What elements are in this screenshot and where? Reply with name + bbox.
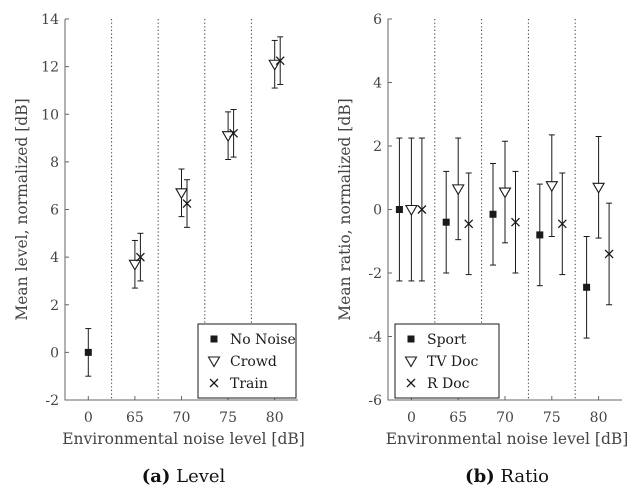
data-point bbox=[135, 252, 145, 262]
figure-caption: (b) Ratio bbox=[465, 466, 549, 487]
x-tick-label: 80 bbox=[266, 410, 284, 426]
data-point bbox=[442, 218, 450, 226]
legend-label: TV Doc bbox=[427, 354, 479, 370]
data-point bbox=[451, 184, 465, 196]
y-tick-label: 2 bbox=[373, 139, 382, 155]
series-no-noise bbox=[84, 328, 92, 377]
legend-label: Train bbox=[230, 376, 268, 392]
x-tick-label: 80 bbox=[590, 410, 608, 426]
data-point bbox=[536, 231, 544, 239]
y-tick-label: -2 bbox=[368, 266, 382, 282]
caption-label: (a) bbox=[142, 466, 171, 487]
data-point bbox=[464, 219, 474, 229]
series-crowd bbox=[128, 39, 282, 289]
data-point bbox=[395, 206, 403, 213]
y-tick-label: 6 bbox=[373, 12, 382, 28]
x-axis-label: Environmental noise level [dB] bbox=[386, 430, 629, 448]
data-point bbox=[592, 182, 606, 194]
series-train bbox=[135, 36, 285, 282]
series-sport bbox=[395, 137, 591, 339]
legend-marker bbox=[210, 335, 218, 343]
y-tick-label: -2 bbox=[45, 393, 59, 409]
data-point bbox=[489, 210, 497, 218]
legend: No Noise Crowd Train bbox=[197, 323, 297, 399]
y-tick-label: 0 bbox=[373, 203, 382, 219]
chart-panel-level: -2 0 2 4 6 8 10 12 14 0 65 70 75 80 Environmental nois… bbox=[13, 12, 305, 487]
data-point bbox=[583, 283, 591, 291]
x-tick-label: 0 bbox=[84, 410, 93, 426]
x-tick-label: 70 bbox=[173, 410, 191, 426]
y-axis-label: Mean ratio, normalized [dB] bbox=[336, 98, 354, 320]
caption-text: Level bbox=[176, 466, 225, 487]
legend-label: Crowd bbox=[230, 354, 277, 370]
data-point bbox=[511, 217, 520, 227]
data-point bbox=[182, 199, 192, 209]
y-tick-label: 0 bbox=[50, 345, 59, 361]
x-tick-label: 65 bbox=[126, 410, 144, 426]
data-point bbox=[404, 204, 418, 217]
y-tick-label: 8 bbox=[50, 155, 59, 171]
legend-marker bbox=[407, 335, 415, 343]
series-r-doc bbox=[417, 137, 614, 306]
data-point bbox=[545, 181, 559, 193]
legend-label: No Noise bbox=[230, 332, 296, 348]
legend: Sport TV Doc R Doc bbox=[394, 323, 500, 399]
data-point bbox=[498, 187, 512, 199]
y-tick-label: 12 bbox=[41, 60, 59, 76]
y-tick-label: -6 bbox=[368, 393, 382, 409]
data-point bbox=[557, 219, 567, 229]
legend-marker bbox=[209, 378, 219, 388]
figure-caption: (a) Level bbox=[142, 466, 226, 487]
y-tick-label: 4 bbox=[373, 76, 382, 92]
y-axis-label: Mean level, normalized [dB] bbox=[13, 98, 31, 320]
series-tv-doc bbox=[404, 134, 606, 282]
legend-marker bbox=[207, 356, 221, 368]
x-tick-label: 0 bbox=[407, 410, 416, 426]
y-tick-label: 10 bbox=[41, 107, 59, 123]
data-point bbox=[417, 205, 427, 214]
y-tick-label: -4 bbox=[368, 330, 382, 346]
x-tick-label: 75 bbox=[543, 410, 561, 426]
y-tick-label: 2 bbox=[50, 298, 59, 314]
caption-text: Ratio bbox=[500, 466, 549, 487]
data-point bbox=[84, 348, 92, 356]
x-tick-label: 70 bbox=[496, 410, 514, 426]
data-point bbox=[221, 131, 235, 143]
x-tick-label: 75 bbox=[219, 410, 237, 426]
data-point bbox=[175, 188, 188, 200]
x-tick-label: 65 bbox=[449, 410, 467, 426]
data-point bbox=[128, 259, 142, 271]
y-tick-label: 4 bbox=[50, 250, 59, 266]
legend-label: Sport bbox=[427, 332, 467, 348]
legend-label: R Doc bbox=[427, 376, 470, 392]
data-point bbox=[229, 128, 239, 138]
legend-marker bbox=[406, 378, 416, 388]
x-axis-label: Environmental noise level [dB] bbox=[62, 430, 305, 448]
y-tick-label: 14 bbox=[41, 12, 59, 28]
data-point bbox=[604, 249, 614, 259]
data-point bbox=[275, 56, 285, 66]
caption-label: (b) bbox=[465, 466, 495, 487]
legend-marker bbox=[404, 356, 418, 368]
y-tick-label: 6 bbox=[50, 203, 59, 219]
